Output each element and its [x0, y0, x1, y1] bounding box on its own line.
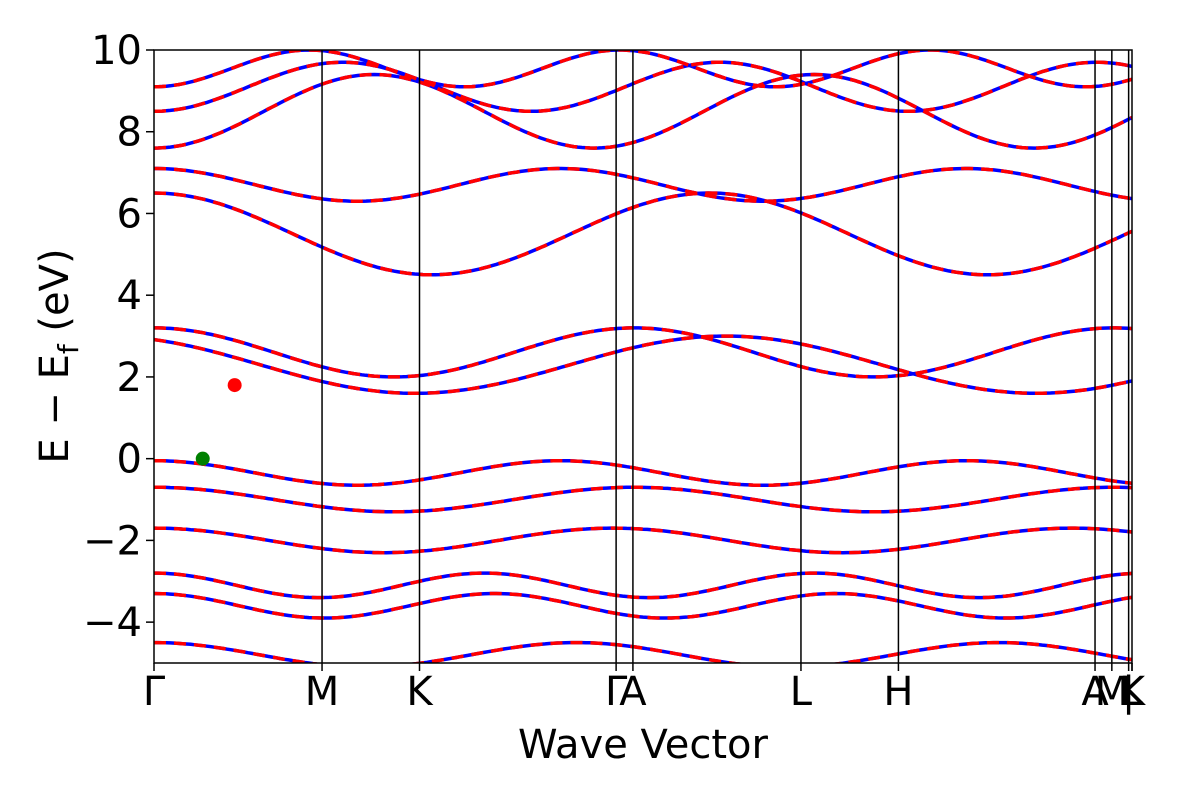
- x-axis-ticks: Γ M K ΓA L H AM|LK: [143, 663, 1147, 715]
- y-axis-title-subscript: f: [52, 343, 85, 354]
- y-axis-title-unit: (eV): [32, 248, 78, 344]
- y-tick-label: 8: [117, 110, 142, 156]
- x-tick-label: K: [1119, 669, 1147, 715]
- band-line-dashed: [154, 60, 1132, 114]
- x-tick-label: Γ: [143, 669, 166, 715]
- y-axis-title-main: E − E: [32, 354, 78, 464]
- y-tick-label: 2: [117, 355, 142, 401]
- band-line: [154, 571, 1132, 600]
- band-line-dashed: [154, 166, 1132, 203]
- band-line: [154, 526, 1132, 555]
- band-line: [154, 326, 1132, 379]
- y-tick-label: 10: [91, 28, 142, 74]
- x-tick-label: Γ: [605, 669, 628, 715]
- band-line: [154, 485, 1132, 514]
- y-tick-label: −2: [83, 518, 142, 564]
- band-line: [154, 72, 1132, 150]
- band-line-dashed: [154, 334, 1132, 396]
- band-edge-markers: [195, 378, 242, 466]
- band-line-dashed: [154, 326, 1132, 379]
- band-line-dashed: [154, 591, 1132, 620]
- band-line: [154, 60, 1132, 114]
- y-tick-label: 0: [117, 437, 142, 483]
- high-symmetry-lines: [321, 50, 1130, 663]
- band-line-dashed: [154, 458, 1132, 487]
- y-tick-label: 6: [117, 191, 142, 237]
- band-line-dashed: [154, 526, 1132, 555]
- x-tick-label: M: [305, 669, 340, 715]
- band-lines-dashed: [154, 50, 1132, 663]
- y-axis-ticks: −4 −2 0 2 4 6 8 10: [83, 28, 154, 646]
- x-axis-title: Wave Vector: [518, 722, 769, 768]
- x-tick-label: A: [619, 669, 647, 715]
- band-line-dashed: [154, 72, 1132, 150]
- band-line-dashed: [154, 485, 1132, 514]
- x-tick-label: L: [790, 669, 813, 715]
- band-line-dashed: [154, 640, 1132, 663]
- x-tick-label: |: [1122, 669, 1135, 715]
- y-tick-label: 4: [117, 273, 142, 319]
- band-line: [154, 191, 1132, 277]
- plot-frame: [153, 49, 1133, 664]
- conduction-band-minimum-marker: [227, 378, 242, 393]
- x-tick-label: M: [1095, 669, 1130, 715]
- x-tick-label: L: [1121, 669, 1144, 715]
- band-line-dashed: [154, 571, 1132, 600]
- x-tick-label: K: [406, 669, 434, 715]
- y-axis-title: E − Ef (eV): [32, 248, 85, 463]
- y-tick-label: −4: [83, 600, 142, 646]
- x-tick-label: H: [883, 669, 913, 715]
- valence-band-maximum-marker: [195, 451, 210, 466]
- band-lines-solid: [154, 50, 1132, 663]
- x-tick-label: A: [1081, 669, 1109, 715]
